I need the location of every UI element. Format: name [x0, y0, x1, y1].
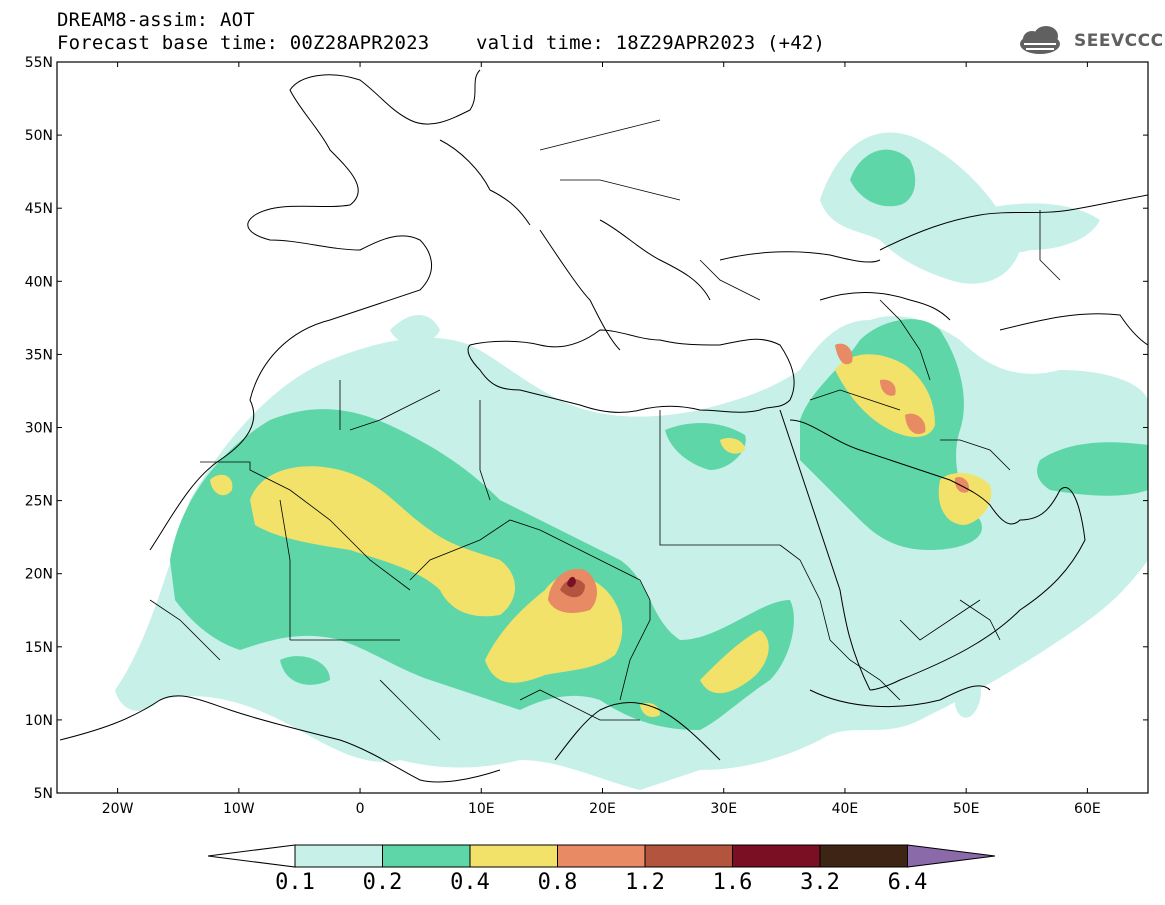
lon-tick-label: 0: [356, 801, 365, 817]
lat-tick-label: 15N: [25, 640, 53, 656]
cloud-icon: [1020, 26, 1060, 54]
seevccc-logo: [1020, 26, 1060, 54]
colorbar-swatch: [819, 844, 908, 868]
colorbar-level-label: 1.2: [625, 870, 665, 895]
logo-text: SEEVCCC: [1074, 31, 1164, 51]
colorbar-swatch: [469, 844, 558, 868]
longitude-axis: 20W 10W 0 10E 20E 30E 40E 50E 60E: [102, 62, 1101, 817]
colorbar-level-label: 6.4: [888, 870, 928, 895]
colorbar-level-label: 3.2: [800, 870, 840, 895]
forecast-time-line: Forecast base time: 00Z28APR2023 valid t…: [57, 32, 826, 54]
colorbar-low-tip: [207, 844, 296, 868]
lat-tick-label: 40N: [25, 274, 53, 290]
lat-tick-label: 25N: [25, 494, 53, 510]
colorbar-swatch: [644, 844, 733, 868]
lat-tick-label: 30N: [25, 421, 53, 437]
lon-tick-label: 40E: [832, 801, 859, 817]
colorbar-high-tip: [907, 844, 996, 868]
lat-tick-label: 50N: [25, 128, 53, 144]
map-title: DREAM8-assim: AOT: [57, 9, 255, 31]
lat-tick-label: 5N: [34, 786, 53, 802]
lon-tick-label: 20E: [589, 801, 616, 817]
aot-contour-fill: [57, 62, 1148, 793]
lon-tick-label: 60E: [1074, 801, 1101, 817]
political-borders: [149, 119, 1061, 741]
lon-tick-label: 20W: [102, 801, 134, 817]
lat-tick-label: 10N: [25, 713, 53, 729]
colorbar-level-label: 0.2: [363, 870, 403, 895]
lon-tick-label: 50E: [953, 801, 980, 817]
colorbar-swatch: [382, 844, 471, 868]
lat-tick-label: 55N: [25, 55, 53, 71]
latitude-axis: 55N 50N 45N 40N 35N 30N 25N 20N 15N 10N 5N: [25, 55, 1148, 802]
colorbar-level-label: 1.6: [713, 870, 753, 895]
lon-tick-label: 30E: [710, 801, 737, 817]
colorbar-swatch: [294, 844, 383, 868]
lat-tick-label: 35N: [25, 347, 53, 363]
lat-tick-label: 20N: [25, 567, 53, 583]
lat-tick-label: 45N: [25, 201, 53, 217]
colorbar-level-label: 0.8: [538, 870, 578, 895]
coastline-borders: [59, 69, 1148, 783]
colorbar-level-label: 0.1: [275, 870, 315, 895]
lon-tick-label: 10W: [223, 801, 255, 817]
lon-tick-label: 10E: [468, 801, 495, 817]
colorbar-swatch: [732, 844, 821, 868]
colorbar-swatch: [557, 844, 646, 868]
colorbar-level-label: 0.4: [450, 870, 490, 895]
